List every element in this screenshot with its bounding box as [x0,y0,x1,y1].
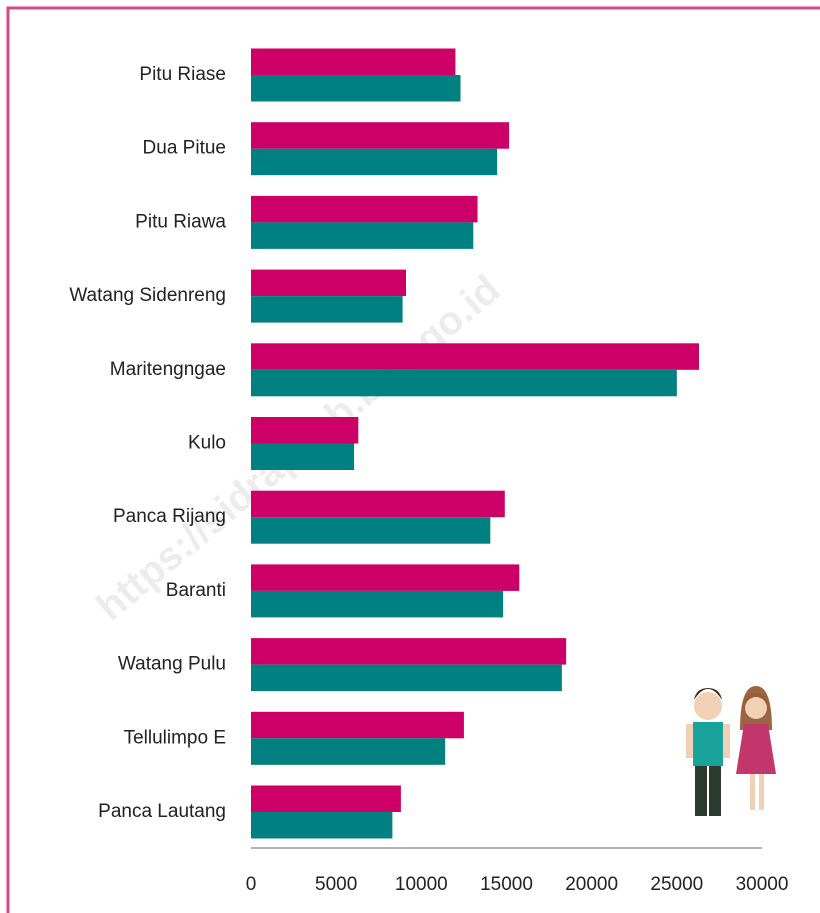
bar [251,444,354,471]
x-tick-label: 25000 [650,874,703,895]
y-tick-label: Kulo [188,433,226,454]
x-tick-label: 15000 [480,874,533,895]
x-tick-label: 30000 [736,874,789,895]
y-tick-label: Panca Lautang [98,801,226,822]
y-tick-label: Panca Rijang [113,506,226,527]
bar [251,370,677,397]
bar [251,196,478,223]
x-tick-label: 0 [246,874,257,895]
page: https://sidrapkab.bps.go.id 050001000015… [0,0,820,913]
bar [251,517,490,544]
x-tick-label: 20000 [565,874,618,895]
y-tick-label: Baranti [166,580,226,601]
y-tick-label: Watang Sidenreng [69,285,226,306]
x-tick-label: 10000 [395,874,448,895]
bar [251,296,403,323]
bar [251,638,566,665]
illustration [662,660,776,828]
chart: https://sidrapkab.bps.go.id 050001000015… [0,0,820,913]
bar [251,786,401,813]
bar [251,49,455,76]
bar [251,712,464,739]
y-tick-label: Pitu Riawa [135,211,226,232]
bar [251,591,503,618]
bar [251,343,699,370]
bar [251,491,505,518]
y-tick-label: Pitu Riase [139,64,226,85]
bar [251,270,406,297]
y-tick-label: Dua Pitue [143,138,226,159]
x-tick-label: 5000 [315,874,357,895]
bar [251,812,392,839]
bar [251,75,461,102]
y-tick-label: Tellulimpo E [124,727,226,748]
bar [251,122,509,149]
y-tick-label: Maritengngae [110,359,226,380]
bar [251,564,519,591]
y-tick-label: Watang Pulu [118,654,226,675]
bar [251,222,473,249]
bar [251,417,358,444]
bar [251,149,497,176]
bar [251,738,445,765]
bar [251,665,562,692]
